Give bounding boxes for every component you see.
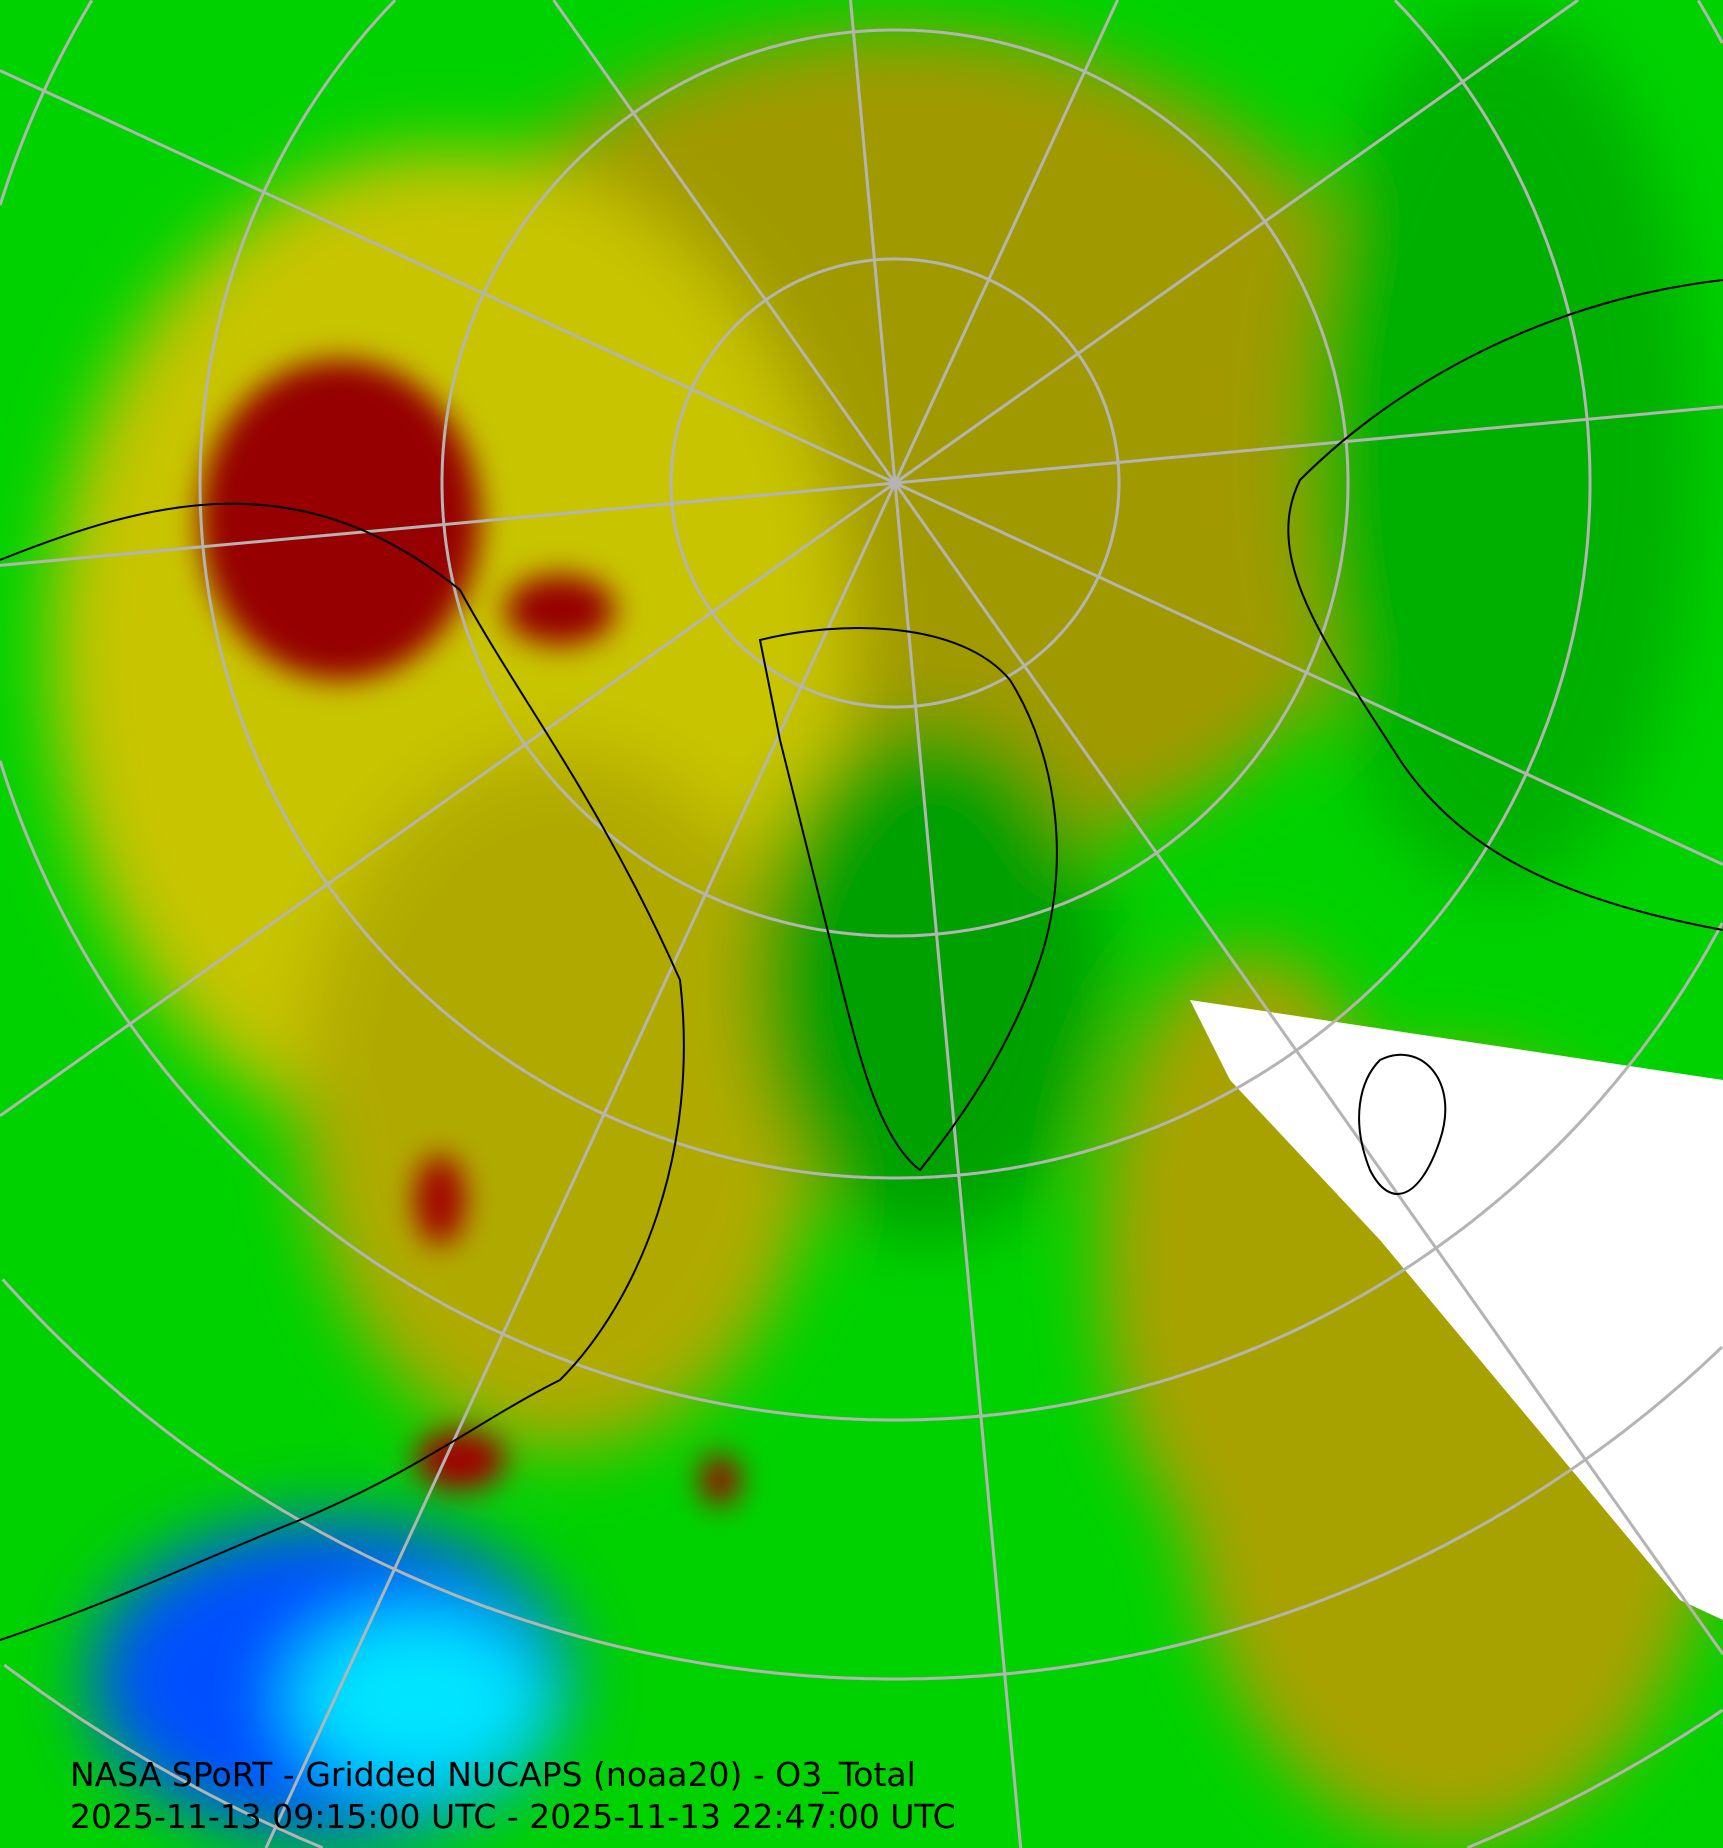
eurasia-coast — [1287, 279, 1723, 931]
meridian-line — [552, 0, 897, 484]
meridian-line — [893, 482, 1723, 1656]
meridian-line — [893, 482, 1023, 1848]
latitude-circle — [198, 0, 1592, 1180]
meridian-line — [893, 0, 1119, 484]
time-range: 2025-11-13 09:15:00 UTC - 2025-11-13 22:… — [70, 1797, 956, 1836]
north-america-coast — [0, 502, 685, 1641]
uk-ireland-outline — [1358, 1053, 1447, 1195]
greenland-outline — [758, 627, 1058, 1172]
meridian-line — [0, 481, 896, 1118]
meridian-line — [894, 405, 1723, 485]
meridian-line — [894, 0, 1580, 485]
latitude-circle — [0, 760, 1723, 1422]
latitude-circle — [440, 28, 1350, 938]
latitude-circle — [0, 0, 94, 206]
coastlines — [0, 279, 1723, 1641]
latitude-circle — [3, 1663, 324, 1848]
meridian-line — [0, 481, 896, 567]
meridian-line — [849, 0, 897, 484]
meridian-line — [264, 482, 897, 1848]
meridian-line — [0, 69, 896, 485]
map-title: NASA SPoRT - Gridded NUCAPS (noaa20) - O… — [70, 1755, 916, 1794]
latitude-circle — [1393, 0, 1592, 483]
latitude-circle — [1696, 0, 1723, 44]
latitude-circle — [1466, 1708, 1723, 1848]
latitude-circle — [1, 1278, 1723, 1681]
meridian-line — [894, 481, 1723, 866]
